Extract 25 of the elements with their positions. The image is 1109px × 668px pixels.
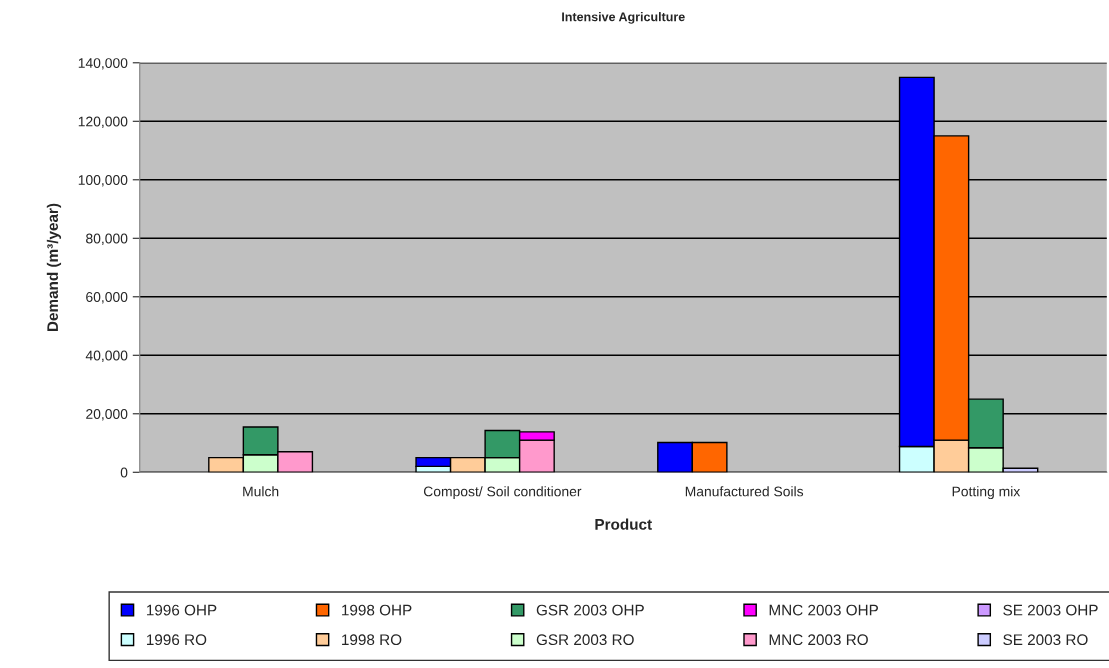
legend-label: SE 2003 RO [1003, 634, 1088, 646]
y-tick-label: 0 [120, 467, 128, 478]
x-axis-title: Product [595, 518, 652, 530]
y-tick-label: 40,000 [85, 350, 128, 363]
y-axis-title: Demand (m³/year) [46, 203, 62, 332]
y-tick-label: 20,000 [86, 409, 128, 421]
legend-label: MNC 2003 RO [769, 634, 868, 646]
legend-label: GSR 2003 OHP [536, 604, 644, 616]
x-tick-label: Mulch [243, 486, 279, 497]
legend-label: 1998 OHP [342, 604, 412, 616]
legend-label: 1996 RO [146, 634, 207, 646]
x-tick-label: Manufactured Soils [685, 486, 804, 497]
y-tick-label: 120,000 [78, 116, 128, 129]
x-tick-label: Compost/ Soil conditioner [423, 486, 582, 500]
y-tick-label: 80,000 [86, 233, 128, 246]
y-tick-label: 100,000 [78, 175, 128, 187]
legend-label: 1998 RO [342, 634, 402, 646]
chart-title: Intensive Agriculture [562, 12, 685, 24]
y-tick-label: 140,000 [78, 58, 128, 70]
legend-label: 1996 OHP [146, 604, 217, 616]
legend-label: MNC 2003 OHP [769, 604, 878, 616]
y-tick-label: 60,000 [86, 292, 128, 304]
x-tick-label: Potting mix [952, 486, 1021, 500]
legend-label: GSR 2003 RO [536, 634, 634, 646]
legend-label: SE 2003 OHP [1003, 604, 1098, 616]
